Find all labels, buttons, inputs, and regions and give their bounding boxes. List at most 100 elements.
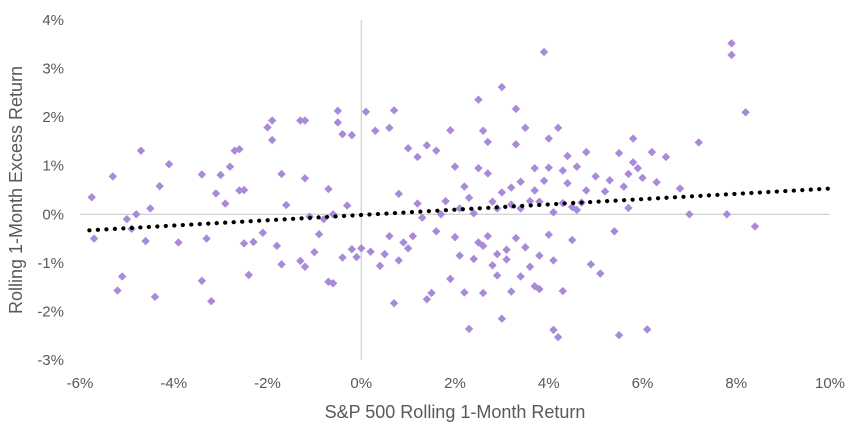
x-tick-labels: -6% -4% -2% 0% 2% 4% 6% 8% 10% [67, 375, 845, 392]
data-point [624, 203, 633, 213]
data-point [478, 126, 488, 135]
data-point [586, 260, 596, 269]
data-point [338, 253, 347, 262]
data-point [244, 270, 253, 280]
data-point [221, 199, 230, 208]
y-tick-label: 1% [42, 158, 64, 175]
data-point [239, 185, 249, 195]
data-point [694, 138, 703, 147]
data-point [502, 245, 511, 254]
data-point [530, 163, 539, 173]
data-point [750, 222, 760, 231]
x-tick-label: 6% [632, 375, 654, 392]
data-point [328, 279, 338, 288]
data-point [727, 50, 736, 60]
data-point [521, 243, 530, 252]
x-tick-label: -2% [254, 375, 281, 392]
data-point [638, 173, 647, 183]
data-point [511, 233, 521, 243]
data-point [122, 214, 132, 224]
data-point [342, 201, 352, 210]
data-point [610, 227, 619, 236]
data-point [488, 261, 497, 270]
data-point [563, 179, 572, 188]
axes [80, 20, 830, 360]
data-point [539, 47, 549, 57]
data-point [394, 189, 403, 199]
data-point [741, 108, 750, 117]
data-point [202, 234, 211, 243]
data-point [628, 134, 638, 143]
data-point [516, 272, 525, 281]
data-point [141, 236, 150, 246]
data-point [413, 199, 422, 208]
data-point [399, 238, 408, 247]
data-point [272, 241, 282, 251]
data-point [136, 146, 146, 155]
data-point [394, 256, 403, 265]
data-point [347, 245, 357, 254]
data-point [389, 106, 399, 115]
data-point [633, 163, 643, 173]
data-point [572, 205, 582, 215]
data-point [216, 170, 225, 180]
data-point [549, 208, 558, 217]
data-point [319, 214, 328, 224]
data-point [446, 126, 455, 135]
data-point [249, 237, 258, 247]
data-point [403, 244, 413, 253]
data-point [483, 169, 493, 178]
data-point [403, 144, 413, 153]
data-point [619, 182, 628, 191]
data-point [474, 163, 483, 173]
data-point [155, 181, 164, 191]
data-point [197, 170, 207, 179]
data-point [469, 254, 478, 264]
data-point [624, 169, 633, 179]
y-tick-labels: -3% -2% -1% 0% 1% 2% 3% 4% [37, 12, 64, 369]
data-point [422, 295, 432, 304]
data-point [441, 196, 450, 206]
data-point [258, 228, 268, 237]
data-point [300, 262, 310, 271]
data-point [314, 230, 324, 239]
data-point [553, 332, 563, 342]
y-tick-label: 0% [42, 206, 64, 223]
data-point [507, 183, 516, 192]
data-point [497, 314, 507, 323]
data-point [267, 116, 277, 125]
y-axis-title: Rolling 1-Month Excess Return [6, 66, 26, 314]
data-point [132, 210, 141, 219]
data-point [596, 269, 605, 278]
data-point [366, 247, 375, 256]
data-point [502, 255, 511, 264]
data-point [572, 162, 582, 171]
data-point [408, 231, 418, 241]
data-point [211, 189, 221, 198]
x-tick-label: 2% [444, 375, 466, 392]
data-point [417, 213, 427, 222]
data-point [389, 298, 399, 308]
data-point [544, 134, 553, 143]
data-point [605, 176, 614, 185]
data-point [535, 284, 544, 294]
data-point [535, 197, 544, 206]
data-point [591, 172, 600, 181]
data-point [511, 104, 521, 114]
y-tick-label: -1% [37, 255, 64, 272]
data-point [282, 200, 291, 210]
data-point [600, 187, 610, 196]
data-point [511, 140, 521, 149]
x-tick-label: 0% [350, 375, 372, 392]
x-tick-label: 4% [538, 375, 560, 392]
data-point [455, 251, 464, 260]
data-point [675, 184, 685, 193]
data-point [450, 232, 460, 242]
data-point [530, 186, 539, 195]
data-point [375, 261, 385, 270]
data-point [488, 197, 497, 206]
data-point [277, 260, 286, 269]
data-point [446, 274, 455, 284]
